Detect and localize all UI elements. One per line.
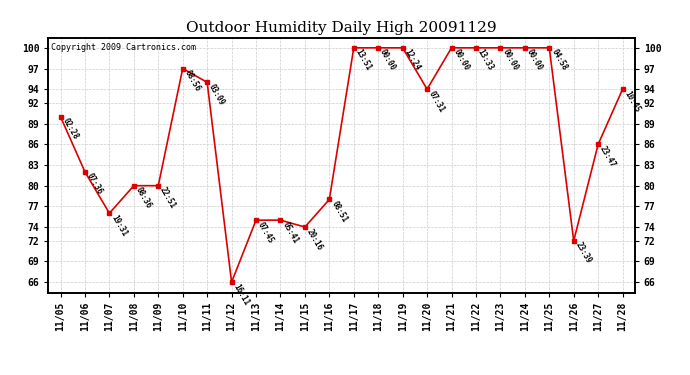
Text: 08:51: 08:51 [329, 200, 348, 224]
Text: 23:47: 23:47 [598, 144, 618, 169]
Text: Copyright 2009 Cartronics.com: Copyright 2009 Cartronics.com [51, 43, 196, 52]
Text: 23:39: 23:39 [573, 241, 593, 266]
Text: 03:09: 03:09 [207, 82, 226, 107]
Text: 12:24: 12:24 [403, 48, 422, 72]
Text: 08:56: 08:56 [183, 69, 202, 93]
Text: 16:11: 16:11 [232, 282, 251, 307]
Text: 20:16: 20:16 [305, 227, 324, 252]
Text: 19:31: 19:31 [110, 213, 129, 238]
Text: 04:58: 04:58 [549, 48, 569, 72]
Text: 07:45: 07:45 [256, 220, 275, 245]
Text: 13:51: 13:51 [354, 48, 373, 72]
Text: 07:31: 07:31 [427, 89, 446, 114]
Text: 02:28: 02:28 [61, 117, 80, 141]
Text: 00:00: 00:00 [451, 48, 471, 72]
Text: 13:33: 13:33 [476, 48, 495, 72]
Text: 00:00: 00:00 [378, 48, 397, 72]
Text: 05:41: 05:41 [280, 220, 300, 245]
Text: 22:51: 22:51 [158, 186, 177, 210]
Text: 00:00: 00:00 [525, 48, 544, 72]
Text: 00:00: 00:00 [500, 48, 520, 72]
Text: 07:36: 07:36 [85, 172, 104, 196]
Text: 08:36: 08:36 [134, 186, 153, 210]
Text: 10:45: 10:45 [622, 89, 642, 114]
Title: Outdoor Humidity Daily High 20091129: Outdoor Humidity Daily High 20091129 [186, 21, 497, 35]
